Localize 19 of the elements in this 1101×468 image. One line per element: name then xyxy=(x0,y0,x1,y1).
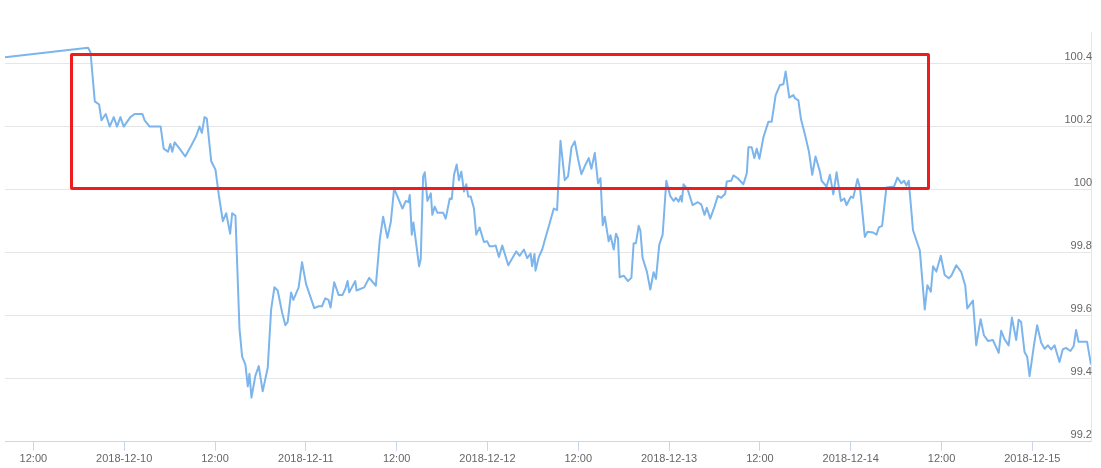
x-tick-label: 12:00 xyxy=(382,452,411,465)
x-tick-label: 12:00 xyxy=(201,452,229,465)
x-tick-label: 2018-12-10 xyxy=(96,452,153,465)
y-tick-label: 99.4 xyxy=(1070,364,1092,377)
x-tick-label: 2018-12-13 xyxy=(640,452,698,465)
x-tick-label: 12:00 xyxy=(564,452,593,465)
y-tick-label: 100 xyxy=(1073,175,1092,188)
x-tick-label: 12:00 xyxy=(19,452,48,465)
x-tick-label: 2018-12-15 xyxy=(1004,452,1061,465)
x-tick-label: 12:00 xyxy=(746,452,774,465)
y-tick-label: 99.6 xyxy=(1070,301,1092,314)
x-tick-label: 2018-12-12 xyxy=(459,452,516,465)
x-tick-label: 2018-12-14 xyxy=(822,452,879,465)
y-tick-label: 99.2 xyxy=(1070,427,1092,440)
y-tick-label: 100.4 xyxy=(1064,49,1092,62)
x-tick-label: 2018-12-11 xyxy=(278,452,334,465)
y-tick-label: 99.8 xyxy=(1070,238,1092,251)
x-tick-label: 12:00 xyxy=(927,452,956,465)
y-tick-label: 100.2 xyxy=(1064,112,1092,125)
